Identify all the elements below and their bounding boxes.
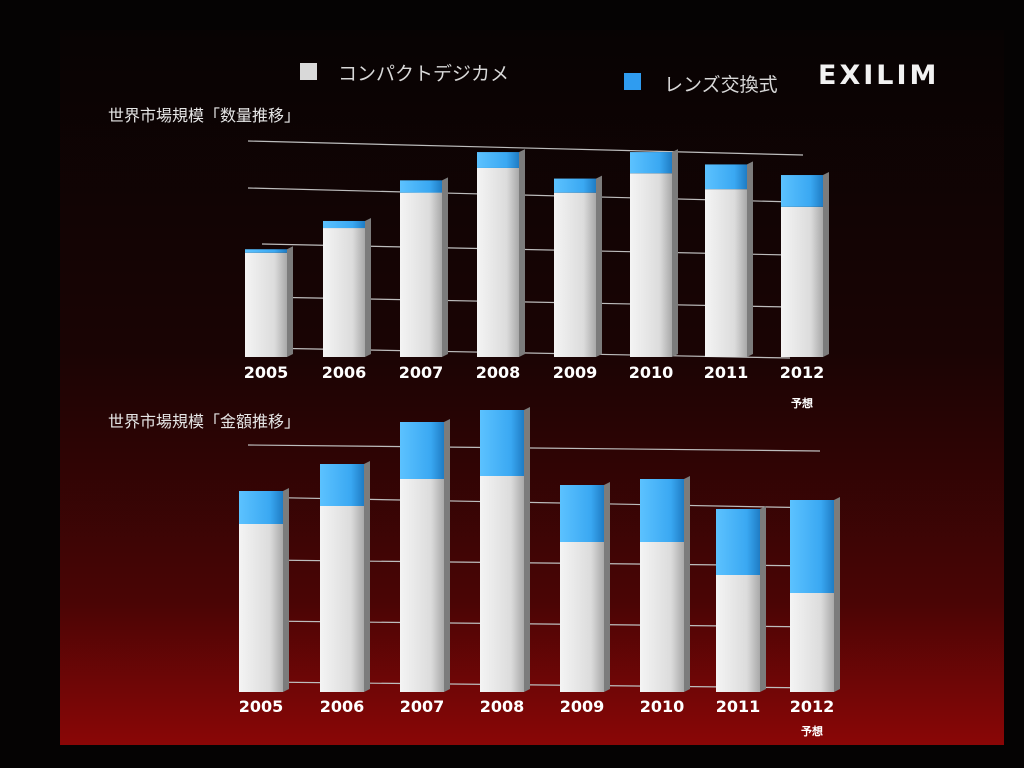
bar-2010: [630, 149, 678, 357]
chart-title-value: 世界市場規模「金額推移」: [108, 412, 300, 431]
legend-label-compact: コンパクトデジカメ: [338, 63, 509, 85]
bar-segment-interchangeable-2010: [630, 152, 672, 174]
bar-segment-interchangeable-2009: [554, 178, 596, 193]
bar-2007: [400, 177, 448, 357]
bar-segment-compact-2011: [705, 189, 747, 357]
bar-segment-interchangeable-2008: [477, 152, 519, 168]
chart-quantity: 世界市場規模「数量推移」 2005 2006 2007 2008 2009 2010 201…: [108, 106, 829, 410]
tick-label-2012: 2012: [790, 697, 835, 716]
bar-segment-interchangeable-2011: [716, 509, 760, 575]
bar-side-2010: [672, 149, 678, 357]
bars: [245, 149, 829, 357]
bar-2005: [245, 246, 293, 357]
bar-segment-compact-2005: [245, 252, 287, 357]
bar-segment-interchangeable-2010: [640, 479, 684, 542]
bar-segment-compact-2008: [477, 167, 519, 357]
bar-side-2009: [604, 482, 610, 692]
bar-segment-interchangeable-2008: [480, 410, 524, 476]
bar-segment-compact-2012: [781, 206, 823, 357]
bar-segment-interchangeable-2007: [400, 180, 442, 193]
bar-2011: [716, 506, 766, 692]
tick-label-2008: 2008: [480, 697, 525, 716]
bar-segment-compact-2006: [323, 228, 365, 357]
bar-segment-compact-2007: [400, 192, 442, 357]
bar-segment-compact-2005: [239, 524, 283, 692]
tick-label-2005: 2005: [239, 697, 284, 716]
tick-note-2012: 予想: [801, 724, 823, 738]
tick-note-2012: 予想: [791, 396, 813, 410]
slide-background: [60, 30, 1004, 745]
bar-segment-interchangeable-2012: [790, 500, 834, 593]
legend-swatch-compact: [300, 63, 317, 80]
bars: [239, 407, 840, 692]
tick-label-2011: 2011: [716, 697, 761, 716]
bar-side-2008: [519, 149, 525, 357]
bar-2012: [781, 172, 829, 357]
bar-2011: [705, 161, 753, 357]
bar-2009: [554, 175, 602, 357]
bar-segment-compact-2008: [480, 476, 524, 692]
bar-side-2012: [834, 497, 840, 692]
bar-2006: [320, 461, 370, 692]
bar-2009: [560, 482, 610, 692]
bar-side-2012: [823, 172, 829, 357]
gridline-0: [247, 140, 804, 156]
bar-side-2007: [444, 419, 450, 692]
bar-side-2011: [760, 506, 766, 692]
bar-2010: [640, 476, 690, 692]
bar-side-2005: [287, 246, 293, 357]
legend-label-interchangeable: レンズ交換式: [664, 74, 778, 96]
bar-2005: [239, 488, 289, 692]
bar-segment-interchangeable-2012: [781, 175, 823, 207]
bar-side-2006: [365, 217, 371, 357]
tick-label-2005: 2005: [244, 363, 289, 382]
bar-2008: [480, 407, 530, 692]
chart-title-quantity: 世界市場規模「数量推移」: [108, 106, 300, 125]
bar-segment-compact-2006: [320, 506, 364, 692]
exilim-logo: EXILIM: [818, 60, 939, 91]
bar-2006: [323, 217, 371, 357]
bar-segment-interchangeable-2005: [239, 491, 283, 524]
bar-segment-interchangeable-2009: [560, 485, 604, 542]
tick-label-2010: 2010: [629, 363, 674, 382]
tick-label-2007: 2007: [400, 697, 445, 716]
tick-label-2007: 2007: [399, 363, 444, 382]
bar-side-2007: [442, 177, 448, 357]
tick-label-2010: 2010: [640, 697, 685, 716]
bar-side-2009: [596, 175, 602, 357]
bar-side-2008: [524, 407, 530, 692]
tick-label-2009: 2009: [553, 363, 598, 382]
bar-segment-compact-2011: [716, 575, 760, 692]
legend: コンパクトデジカメ レンズ交換式: [300, 63, 778, 96]
tick-label-2006: 2006: [320, 697, 365, 716]
bar-2008: [477, 149, 525, 357]
chart-value: 世界市場規模「金額推移」 2005 2006 2007 2008 2009 2010 201…: [108, 407, 840, 738]
bar-segment-compact-2010: [640, 542, 684, 692]
legend-swatch-interchangeable: [624, 73, 641, 90]
bar-2012: [790, 497, 840, 692]
tick-label-2009: 2009: [560, 697, 605, 716]
bar-side-2006: [364, 461, 370, 692]
tick-label-2008: 2008: [476, 363, 521, 382]
bar-segment-interchangeable-2006: [323, 220, 365, 229]
bar-segment-compact-2009: [560, 542, 604, 692]
tick-label-2012: 2012: [780, 363, 825, 382]
bar-2007: [400, 419, 450, 692]
bar-side-2010: [684, 476, 690, 692]
bar-segment-interchangeable-2005: [245, 249, 287, 253]
tick-label-2011: 2011: [704, 363, 749, 382]
bar-segment-compact-2010: [630, 173, 672, 357]
bar-side-2011: [747, 161, 753, 357]
gridline-0: [247, 444, 821, 452]
tick-label-2006: 2006: [322, 363, 367, 382]
bar-side-2005: [283, 488, 289, 692]
bar-segment-interchangeable-2007: [400, 422, 444, 479]
bar-segment-interchangeable-2006: [320, 464, 364, 506]
bar-segment-compact-2012: [790, 593, 834, 692]
bar-segment-compact-2009: [554, 192, 596, 357]
bar-segment-interchangeable-2011: [705, 164, 747, 190]
bar-segment-compact-2007: [400, 479, 444, 692]
